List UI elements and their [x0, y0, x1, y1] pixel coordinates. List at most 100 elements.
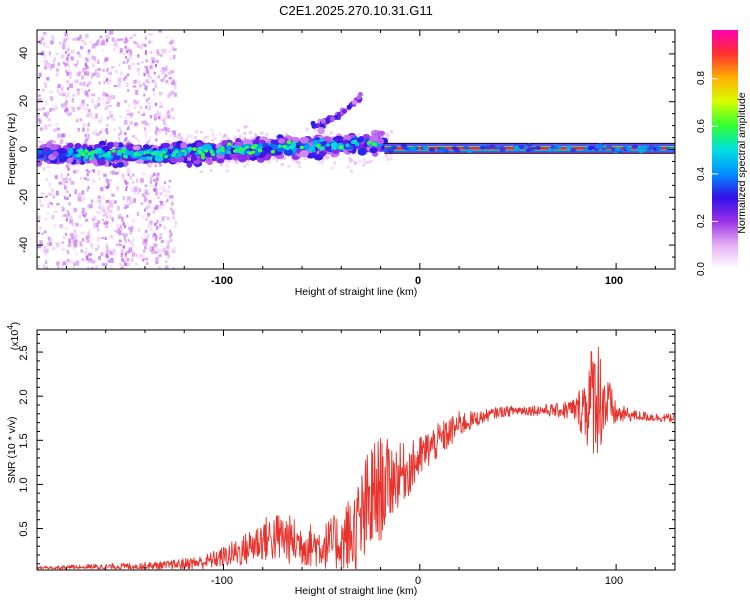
- spectrogram-cell: [358, 160, 362, 164]
- spectrogram-cell: [141, 241, 145, 246]
- spectrogram-cell: [146, 204, 151, 209]
- spectrogram-cell: [181, 139, 185, 143]
- spectrogram-cell: [167, 243, 170, 248]
- spectrogram-cell: [145, 105, 148, 109]
- spectrogram-cell: [68, 258, 71, 264]
- spectrogram-cell: [85, 218, 89, 222]
- spectrogram-cell: [67, 244, 70, 248]
- spectrogram-cell: [65, 180, 68, 183]
- spectrogram-cell: [173, 221, 178, 225]
- spectrogram-cell: [171, 248, 175, 253]
- spectrogram-cell: [79, 241, 82, 247]
- spectrogram-cell: [108, 199, 113, 203]
- spectrogram-cell: [45, 178, 49, 181]
- spectrogram-cell: [312, 139, 319, 145]
- spectrogram-cell: [146, 81, 150, 84]
- spectrogram-cell: [119, 48, 123, 53]
- spectrogram-cell: [160, 102, 163, 108]
- spectrogram-cell: [311, 123, 317, 129]
- spectrogram-cell: [42, 32, 47, 35]
- snr-scale-base: (x10: [9, 330, 21, 351]
- spectrogram-cell: [81, 103, 85, 108]
- spectrogram-cell: [141, 193, 144, 197]
- spectrogram-cell: [140, 178, 144, 183]
- spectrogram-cell: [108, 210, 113, 213]
- spectrogram-cell: [60, 54, 65, 59]
- spectrogram-cell: [169, 57, 173, 60]
- colorbar-tick-label: 0.8: [696, 71, 707, 85]
- spectrogram-cell: [146, 233, 150, 238]
- snr-scale-label: (x104): [6, 322, 21, 350]
- spectrogram-cell: [144, 208, 147, 212]
- spectrogram-cell: [150, 151, 155, 156]
- spectrogram-cell: [59, 86, 63, 90]
- spectrogram-cell: [73, 262, 77, 266]
- spectrogram-cell: [145, 67, 149, 71]
- spectrogram-cell: [243, 165, 247, 169]
- spectrogram-cell: [238, 135, 242, 139]
- spectrogram-cell: [126, 258, 130, 262]
- spectrogram-cell: [60, 263, 65, 268]
- spectrogram-cell: [648, 144, 655, 149]
- spectrogram-cell: [92, 170, 96, 173]
- spectrogram-cell: [152, 233, 155, 238]
- spectrogram-cell: [366, 160, 370, 164]
- spectrogram-cell: [131, 237, 135, 242]
- spectrogram-cell: [108, 71, 112, 75]
- spectrogram-cell: [142, 82, 145, 86]
- spectrogram-cell: [86, 137, 90, 140]
- spectrogram-cell: [95, 113, 98, 119]
- spectrogram-cell: [129, 51, 133, 56]
- spectrogram-cell: [351, 99, 357, 105]
- spectrogram-cell: [149, 220, 153, 225]
- spectrogram-cell: [105, 254, 108, 258]
- spectrogram-cell: [124, 132, 127, 136]
- spectrogram-cell: [50, 40, 54, 45]
- spectrogram-cell: [45, 248, 49, 253]
- spectrogram-cell: [144, 130, 147, 136]
- spectrogram-cell: [69, 76, 73, 79]
- spectrogram-cell: [153, 101, 157, 104]
- colorbar: 0.0 0.2 0.4 0.6 0.8 Normalized spectral …: [696, 30, 748, 276]
- spectrogram-cell: [355, 142, 360, 147]
- spectrogram-cell: [88, 156, 94, 161]
- spectrogram-cell: [143, 122, 146, 127]
- spectrogram-cell: [168, 179, 172, 183]
- spectrogram-cell: [168, 229, 172, 233]
- spectrogram-cell: [100, 41, 105, 46]
- spectrogram-cell: [97, 170, 100, 176]
- spectrogram-cell: [76, 117, 80, 122]
- spectrogram-cell: [101, 206, 105, 212]
- spectrogram-cell: [105, 249, 110, 255]
- spectrogram-cell: [131, 135, 136, 138]
- spectrogram-cell: [109, 257, 114, 263]
- spectrogram-cell: [498, 145, 505, 150]
- spectrogram-cell: [235, 137, 242, 144]
- spectrogram-cell: [161, 216, 165, 222]
- spectrogram-cell: [64, 227, 68, 231]
- spectrogram-cell: [145, 59, 148, 63]
- spectrogram-cell: [66, 108, 69, 112]
- spectrogram-cell: [89, 242, 93, 247]
- spectrogram-cell: [128, 202, 131, 206]
- spectrogram-cell: [121, 216, 124, 222]
- spectrogram-cell: [111, 95, 115, 99]
- spectrogram-cell: [108, 111, 113, 117]
- spectrogram-cell: [168, 41, 172, 45]
- spectrogram-cell: [87, 266, 90, 269]
- spectrogram-cell: [98, 119, 102, 124]
- spectrogram-cell: [149, 176, 153, 181]
- spectrogram-cell: [180, 151, 185, 156]
- spectrogram-cell: [65, 107, 68, 111]
- spectrogram-cell: [99, 187, 104, 192]
- spectrogram-cell: [74, 142, 82, 149]
- spectrogram-cell: [96, 244, 100, 250]
- spectrogram-cell: [638, 149, 645, 154]
- spectrogram-cell: [320, 118, 326, 124]
- spectrogram-cell: [60, 103, 65, 108]
- spectrogram-cell: [174, 149, 179, 154]
- spectrogram-cell: [144, 85, 148, 90]
- spectrogram-cell: [292, 158, 296, 162]
- spectrogram-cell: [52, 60, 56, 65]
- spectrogram-cell: [356, 94, 362, 100]
